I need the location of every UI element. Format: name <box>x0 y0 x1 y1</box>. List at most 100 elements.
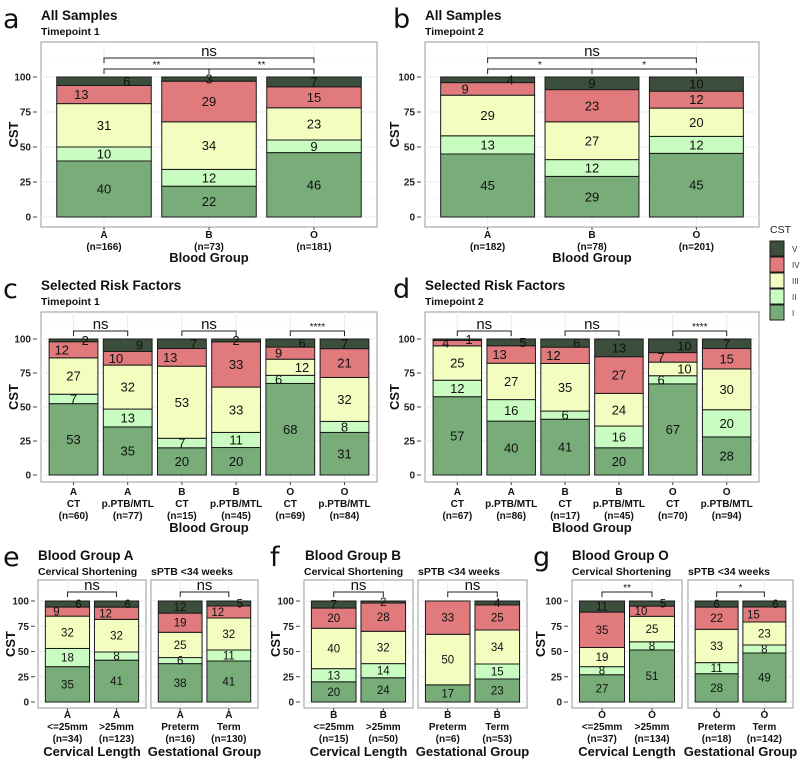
segment-label: 9 <box>588 76 595 91</box>
panel-title: Blood Group B <box>305 548 401 563</box>
segment-label: 12 <box>450 381 464 396</box>
x-tick-count: (n=17) <box>550 511 580 522</box>
legend-swatch-I <box>769 304 785 321</box>
x-tick-sublabel: >25mm <box>635 722 670 733</box>
bar-segment-cst-V <box>579 600 625 613</box>
segment-label: 12 <box>174 602 187 614</box>
bar-segment-cst-V <box>102 338 153 352</box>
y-tick-label: 0 <box>556 698 562 709</box>
segment-label: 10 <box>635 606 648 618</box>
segment-label: 6 <box>772 599 778 611</box>
y-axis-label: CST <box>6 384 21 410</box>
bar-B: 24 14 32 28 2 <box>360 597 407 703</box>
x-tick-label: A <box>113 710 120 721</box>
x-tick-count: (n=45) <box>604 511 634 522</box>
x-tick-sublabel: p.PTB/MTL <box>485 499 537 510</box>
bar-segment-cst-I <box>265 382 316 476</box>
segment-label: 15 <box>719 351 733 366</box>
segment-label: 51 <box>646 671 659 683</box>
segment-label: 10 <box>677 338 691 353</box>
segment-label: 35 <box>61 679 74 691</box>
segment-label: 9 <box>461 81 468 96</box>
segment-label: 29 <box>585 189 599 204</box>
x-tick-sublabel: <=25mm <box>313 722 354 733</box>
y-tick-label: 25 <box>20 178 32 189</box>
segment-label: 30 <box>719 382 733 397</box>
facet: Timepoint 245132994A(n=182)291227239B(n=… <box>424 26 760 265</box>
bar-segment-cst-III <box>432 345 483 381</box>
bar-segment-cst-V <box>486 338 536 347</box>
segment-label: 9 <box>275 346 282 361</box>
x-tick-sublabel: CT <box>666 499 679 510</box>
legend-label: IV <box>792 261 800 270</box>
bar-segment-cst-I <box>701 436 752 476</box>
x-tick-count: (n=16) <box>165 734 195 745</box>
segment-label: 11 <box>229 433 243 448</box>
segment-label: 40 <box>327 643 340 655</box>
x-tick-count: (n=70) <box>658 511 688 522</box>
segment-label: 32 <box>120 380 134 395</box>
bar-segment-cst-I <box>629 649 675 703</box>
significance-label: **** <box>310 322 326 333</box>
x-tick-sublabel: <=25mm <box>47 722 88 733</box>
x-tick-count: (n=94) <box>712 511 742 522</box>
segment-label: 4 <box>507 72 514 87</box>
segment-label: 13 <box>492 347 506 362</box>
bar-segment-cst-I <box>157 663 203 703</box>
y-axis-label: CST <box>3 631 18 657</box>
bar-B: 20 11 33 33 2 <box>211 333 261 476</box>
x-axis-label: Gestational Group <box>684 744 797 759</box>
segment-label: 10 <box>109 351 123 366</box>
bar-O: 28 20 30 157 <box>701 336 752 476</box>
x-tick-sublabel: p.PTB/MTL <box>102 499 154 510</box>
segment-label: 41 <box>110 676 123 688</box>
bar-A: 45 13 29 9 4 <box>440 72 536 218</box>
legend-swatch-III <box>769 272 785 289</box>
segment-label: 11 <box>596 602 608 614</box>
segment-label: 24 <box>377 685 390 697</box>
significance-label: * <box>739 583 743 594</box>
x-tick-count: (n=166) <box>86 242 121 253</box>
y-tick-label: 75 <box>404 108 416 119</box>
x-tick-count: (n=77) <box>113 511 143 522</box>
segment-label: 16 <box>504 403 518 418</box>
x-tick-sublabel: <=25mm <box>582 722 623 733</box>
bar-segment-cst-I <box>360 677 407 703</box>
x-tick-label: O <box>692 230 700 241</box>
x-axis-label: Cervical Length <box>43 744 141 759</box>
facet: Cervical Shortening278193511O<=25mm(n=37… <box>571 566 683 759</box>
bar-segment-cst-II <box>648 375 698 385</box>
bar-segment-cst-IV <box>474 604 521 631</box>
bar-A: 41 11 32 12 5 <box>206 599 252 703</box>
segment-label: 2 <box>380 597 386 609</box>
x-tick-count: (n=34) <box>53 734 83 745</box>
bar-segment-cst-III <box>319 376 370 422</box>
bar-segment-cst-I <box>432 396 483 476</box>
bar-O: 46 9 23 157 <box>266 74 362 218</box>
bar-A: 38 6 25 19 12 <box>157 600 203 703</box>
segment-label: 29 <box>480 108 494 123</box>
bar-B: 17 50 33 <box>424 600 471 703</box>
x-tick-label: O <box>598 710 606 721</box>
facet: sPTB <34 weeks386251912APreterm(n=16)411… <box>148 566 261 759</box>
facet: Cervical Shortening201340207B<=25mm(n=15… <box>303 566 414 759</box>
segment-label: 22 <box>202 194 216 209</box>
segment-label: 11 <box>223 651 235 663</box>
y-tick-label: 0 <box>409 213 415 224</box>
segment-label: 10 <box>689 77 703 92</box>
segment-label: 12 <box>202 170 216 185</box>
x-axis-label: Blood Group <box>552 520 631 535</box>
bar-segment-cst-V <box>56 76 152 86</box>
facet-subtitle: Cervical Shortening <box>38 566 137 578</box>
bar-A: 40 10 31 13 6 <box>56 74 152 218</box>
x-tick-label: O <box>713 710 721 721</box>
x-tick-count: (n=6) <box>436 734 460 745</box>
bar-segment-cst-V <box>742 600 787 608</box>
significance-bracket <box>601 591 653 597</box>
segment-label: 8 <box>649 641 655 653</box>
bar-segment-cst-V <box>360 600 407 604</box>
y-axis-label: CST <box>387 121 402 147</box>
panel-title: Blood Group A <box>38 548 134 563</box>
x-axis-label: Blood Group <box>169 250 248 265</box>
